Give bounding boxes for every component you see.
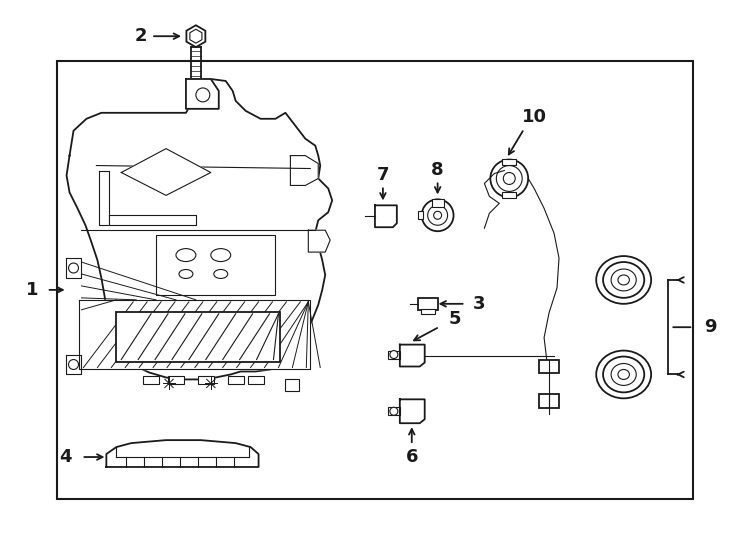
- Circle shape: [504, 172, 515, 185]
- Bar: [418, 298, 437, 310]
- Circle shape: [196, 88, 210, 102]
- Bar: [168, 376, 184, 384]
- Ellipse shape: [596, 350, 651, 399]
- Polygon shape: [186, 25, 206, 47]
- Circle shape: [428, 205, 448, 225]
- Polygon shape: [186, 79, 219, 109]
- Circle shape: [422, 199, 454, 231]
- Polygon shape: [291, 156, 319, 185]
- Polygon shape: [308, 230, 330, 252]
- Ellipse shape: [611, 269, 636, 291]
- Bar: [143, 376, 159, 384]
- Bar: [421, 309, 435, 314]
- Ellipse shape: [211, 248, 230, 261]
- Ellipse shape: [618, 275, 629, 285]
- Polygon shape: [79, 300, 310, 369]
- Polygon shape: [109, 215, 196, 225]
- Polygon shape: [375, 205, 397, 227]
- Ellipse shape: [603, 262, 644, 298]
- Polygon shape: [106, 440, 258, 467]
- Circle shape: [490, 160, 528, 198]
- Text: 10: 10: [522, 108, 547, 126]
- Text: 3: 3: [473, 295, 486, 313]
- Polygon shape: [65, 258, 81, 278]
- Polygon shape: [65, 355, 81, 374]
- Bar: [502, 159, 516, 165]
- Text: 4: 4: [59, 448, 72, 466]
- Ellipse shape: [214, 269, 228, 279]
- Bar: [388, 407, 400, 415]
- Bar: [228, 376, 244, 384]
- Bar: [57, 61, 694, 499]
- Ellipse shape: [618, 369, 629, 380]
- Polygon shape: [121, 148, 211, 195]
- Bar: [539, 360, 559, 374]
- Polygon shape: [400, 345, 425, 367]
- Polygon shape: [400, 400, 425, 423]
- Polygon shape: [190, 29, 202, 43]
- Bar: [539, 394, 559, 408]
- Ellipse shape: [611, 363, 636, 386]
- Text: 8: 8: [432, 160, 444, 179]
- Bar: [286, 380, 299, 392]
- Circle shape: [68, 360, 79, 369]
- Ellipse shape: [176, 248, 196, 261]
- Ellipse shape: [596, 256, 651, 304]
- Circle shape: [496, 166, 522, 191]
- Text: 7: 7: [377, 166, 389, 185]
- Polygon shape: [99, 171, 109, 225]
- Text: 1: 1: [26, 281, 38, 299]
- Circle shape: [434, 211, 442, 219]
- Polygon shape: [67, 79, 333, 380]
- Circle shape: [68, 263, 79, 273]
- Text: 2: 2: [135, 27, 148, 45]
- Ellipse shape: [603, 356, 644, 393]
- Bar: [418, 211, 423, 219]
- Bar: [198, 376, 214, 384]
- Bar: [116, 312, 280, 361]
- Circle shape: [390, 350, 398, 359]
- Bar: [432, 199, 443, 207]
- Bar: [247, 376, 264, 384]
- Bar: [156, 235, 275, 295]
- Bar: [388, 350, 400, 359]
- Text: 5: 5: [448, 310, 461, 328]
- Text: 6: 6: [405, 448, 418, 466]
- Bar: [502, 192, 516, 198]
- Circle shape: [390, 407, 398, 415]
- Ellipse shape: [179, 269, 193, 279]
- Text: 9: 9: [704, 318, 716, 336]
